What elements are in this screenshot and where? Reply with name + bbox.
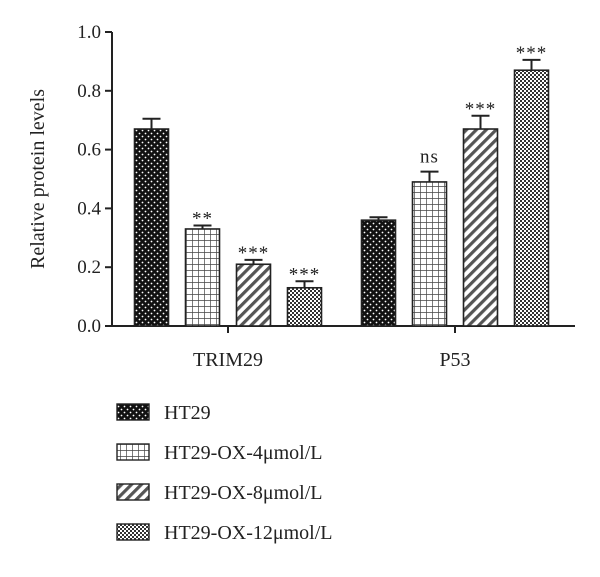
- bar: [462, 128, 499, 327]
- legend-label: HT29-OX-12μmol/L: [164, 522, 332, 544]
- bar: [411, 181, 448, 327]
- legend-swatch: [116, 443, 150, 461]
- bar: [184, 228, 221, 327]
- legend-swatch: [116, 403, 150, 421]
- bar: [133, 128, 170, 327]
- x-category-label: TRIM29: [193, 349, 263, 371]
- significance-label: ns: [420, 147, 439, 168]
- y-axis-label: Relative protein levels: [27, 89, 49, 269]
- y-tick-label: 0.2: [77, 257, 101, 278]
- significance-label: ***: [289, 264, 321, 285]
- y-tick-label: 0.4: [77, 198, 101, 219]
- significance-label: ***: [238, 243, 270, 264]
- y-tick-label: 0.6: [77, 140, 101, 161]
- y-tick-label: 1.0: [77, 22, 101, 43]
- legend-label: HT29-OX-4μmol/L: [164, 442, 322, 464]
- y-tick-label: 0.0: [77, 316, 101, 337]
- legend: HT29 HT29-OX-4μmol/L HT29-OX-8μmol/L HT29-O…: [116, 402, 332, 544]
- bar: [286, 286, 323, 327]
- x-category-label: P53: [439, 349, 470, 371]
- legend-label: HT29: [164, 402, 211, 424]
- bars: ********ns******: [133, 43, 550, 327]
- significance-label: ***: [465, 99, 497, 120]
- significance-label: ***: [516, 43, 548, 64]
- bar: [360, 219, 397, 327]
- legend-swatch: [116, 483, 150, 501]
- y-tick-label: 0.8: [77, 81, 101, 102]
- axes: 0.0 0.2 0.4 0.6 0.8 1.0 Relative protein level…: [27, 22, 575, 371]
- bar: [513, 69, 550, 327]
- significance-label: **: [192, 208, 213, 229]
- bar: [235, 263, 272, 327]
- legend-label: HT29-OX-8μmol/L: [164, 482, 322, 504]
- legend-swatch: [116, 523, 150, 541]
